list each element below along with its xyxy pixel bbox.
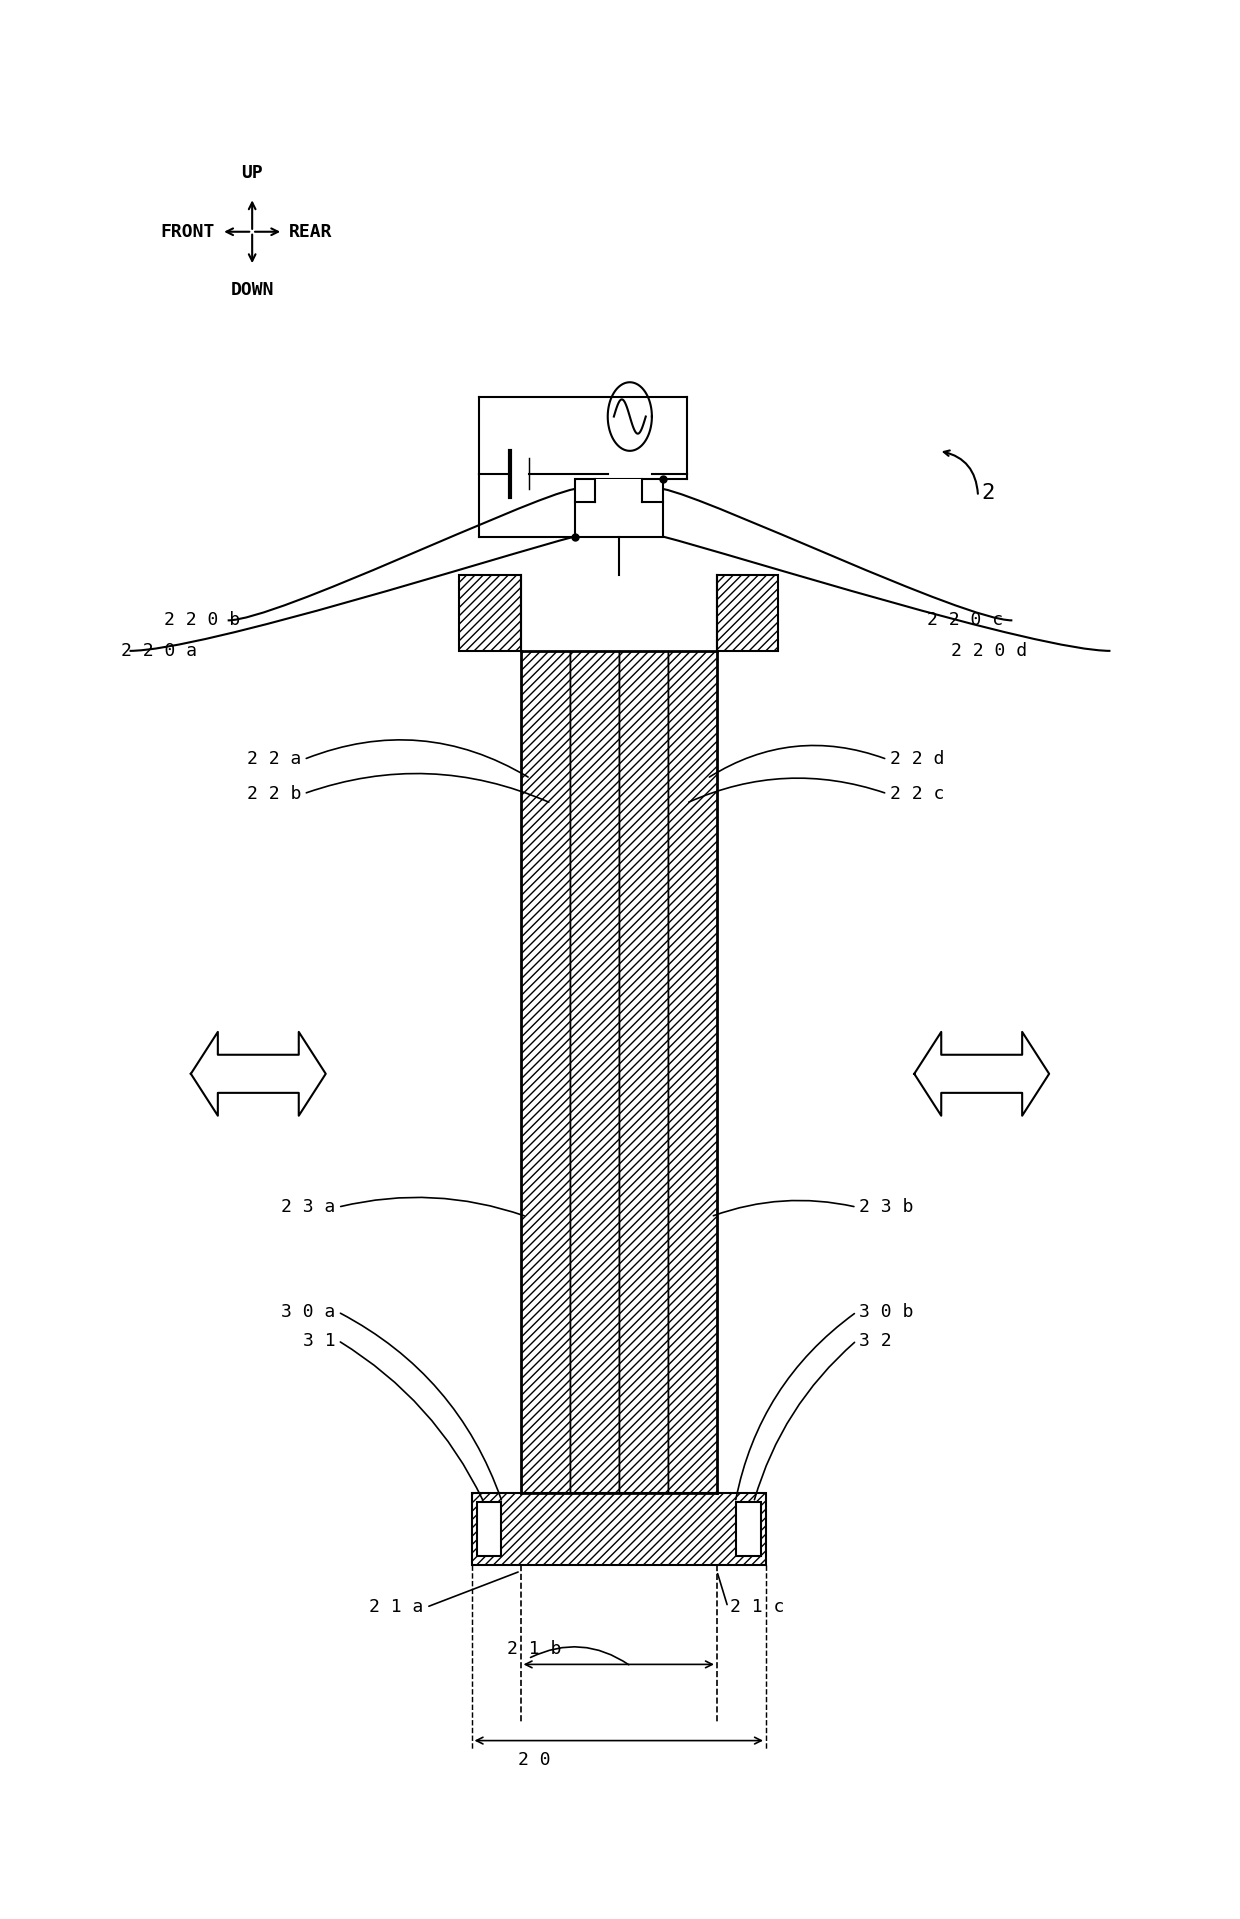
Text: 2 0: 2 0 <box>518 1750 551 1769</box>
Text: 2 3 a: 2 3 a <box>281 1197 336 1217</box>
Text: 2 1 b: 2 1 b <box>507 1641 562 1658</box>
Bar <box>574 480 663 537</box>
Bar <box>668 651 717 1493</box>
Text: 3 0 b: 3 0 b <box>859 1303 914 1320</box>
Bar <box>459 574 521 651</box>
Text: 2 2 b: 2 2 b <box>247 785 301 802</box>
Text: DOWN: DOWN <box>231 282 274 299</box>
Text: 2 2 a: 2 2 a <box>247 750 301 768</box>
Bar <box>717 574 779 651</box>
Bar <box>521 651 569 1493</box>
Text: 2 2 0 c: 2 2 0 c <box>926 612 1003 629</box>
Bar <box>569 651 619 1493</box>
Text: 3 2: 3 2 <box>859 1332 892 1349</box>
Text: 2 3 b: 2 3 b <box>859 1197 914 1217</box>
Text: 2 2 0 a: 2 2 0 a <box>120 641 197 660</box>
Text: 2: 2 <box>982 484 994 503</box>
Bar <box>471 1493 766 1566</box>
Bar <box>619 651 668 1493</box>
Text: 2 1 c: 2 1 c <box>730 1599 785 1616</box>
Polygon shape <box>191 1032 326 1115</box>
Text: 2 2 d: 2 2 d <box>890 750 944 768</box>
Text: 2 2 c: 2 2 c <box>890 785 944 802</box>
Bar <box>476 1503 501 1556</box>
Text: 3 0 a: 3 0 a <box>281 1303 336 1320</box>
Polygon shape <box>914 1032 1049 1115</box>
Bar <box>595 480 642 503</box>
Text: FRONT: FRONT <box>161 223 215 240</box>
Text: UP: UP <box>242 165 263 182</box>
Text: 3 1: 3 1 <box>303 1332 336 1349</box>
Bar <box>737 1503 761 1556</box>
Text: 2 1 a: 2 1 a <box>370 1599 424 1616</box>
Text: 2 2 0 d: 2 2 0 d <box>951 641 1027 660</box>
Text: REAR: REAR <box>289 223 332 240</box>
Text: 2 2 0 b: 2 2 0 b <box>164 612 239 629</box>
